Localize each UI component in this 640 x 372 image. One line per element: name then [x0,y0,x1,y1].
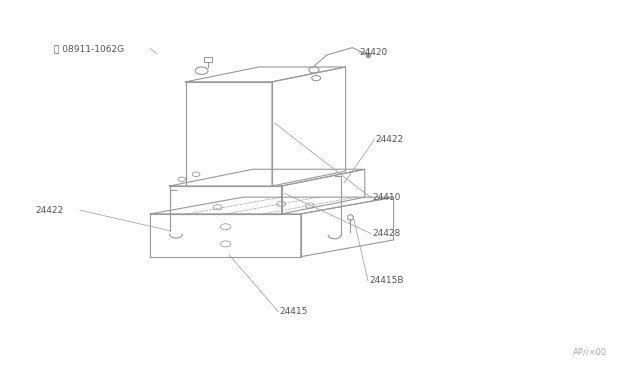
Bar [204,57,212,62]
Text: 24415: 24415 [280,307,308,316]
Text: 24422: 24422 [376,135,404,144]
Text: 24415B: 24415B [369,276,404,285]
Text: 24428: 24428 [372,229,401,238]
Text: Ⓝ 08911-1062G: Ⓝ 08911-1062G [54,44,125,53]
Text: 24422: 24422 [35,206,63,215]
Text: AP∕∕×00: AP∕∕×00 [573,347,607,356]
Text: 24420: 24420 [360,48,388,57]
Text: 24410: 24410 [372,193,401,202]
